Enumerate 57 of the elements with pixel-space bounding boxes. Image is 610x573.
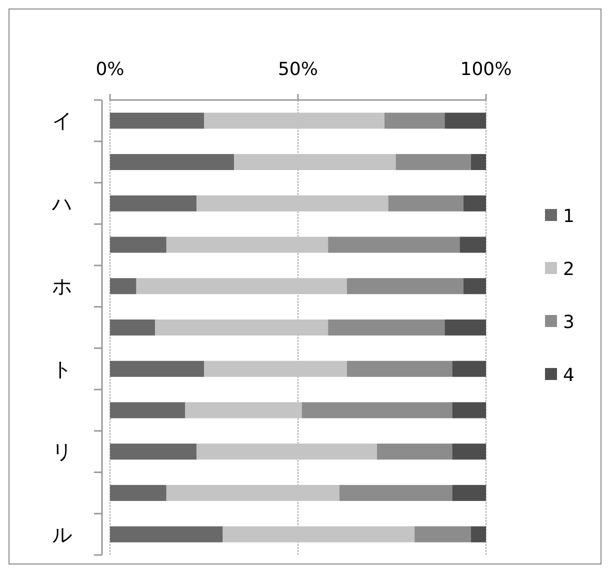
y-tick-label: ホ (52, 274, 72, 298)
bar (452, 484, 486, 501)
bar (339, 484, 452, 501)
bar (452, 360, 486, 377)
bar (470, 526, 486, 542)
bar (204, 112, 384, 129)
bar (388, 195, 464, 212)
bar (346, 278, 464, 294)
bar (222, 526, 415, 542)
y-tick-label: ハ (51, 191, 72, 216)
bar (110, 444, 196, 460)
bar (234, 154, 396, 170)
bar (166, 484, 340, 501)
bar (444, 320, 486, 336)
bar (110, 360, 204, 377)
bar (346, 360, 452, 377)
bar (136, 278, 347, 294)
x-tick-label: 0% (96, 59, 124, 80)
y-tick-label: イ (52, 108, 72, 133)
y-tick-label: ル (52, 522, 72, 546)
bar (110, 236, 166, 253)
bar (204, 360, 347, 377)
bar (452, 402, 486, 418)
bar (110, 484, 166, 501)
legend-label: 3 (563, 312, 574, 333)
bar (460, 236, 486, 253)
bar (110, 278, 136, 294)
legend-label: 1 (563, 206, 574, 227)
bar (328, 236, 460, 253)
bar (384, 112, 445, 129)
bar (110, 526, 223, 542)
bar (185, 402, 302, 418)
y-tick-label: リ (52, 440, 72, 464)
bar (444, 112, 486, 129)
bar (328, 320, 445, 336)
x-tick-label: 50% (278, 59, 318, 80)
bar (166, 236, 328, 253)
bar (463, 195, 486, 212)
bar (463, 278, 486, 294)
bar (155, 320, 328, 336)
bar (302, 402, 452, 418)
bar (414, 526, 471, 542)
bar (376, 444, 452, 460)
legend-label: 4 (563, 365, 574, 386)
bar (196, 444, 377, 460)
bar (110, 112, 204, 129)
legend-label: 2 (563, 259, 574, 280)
x-tick-label: 100% (460, 59, 512, 80)
bar (396, 154, 471, 170)
y-tick-label: ト (52, 356, 72, 381)
bar (110, 195, 196, 212)
bar (470, 154, 486, 170)
bar (110, 320, 156, 336)
bar (196, 195, 388, 212)
bar (452, 444, 486, 460)
bar (110, 402, 186, 418)
bar (110, 154, 234, 170)
